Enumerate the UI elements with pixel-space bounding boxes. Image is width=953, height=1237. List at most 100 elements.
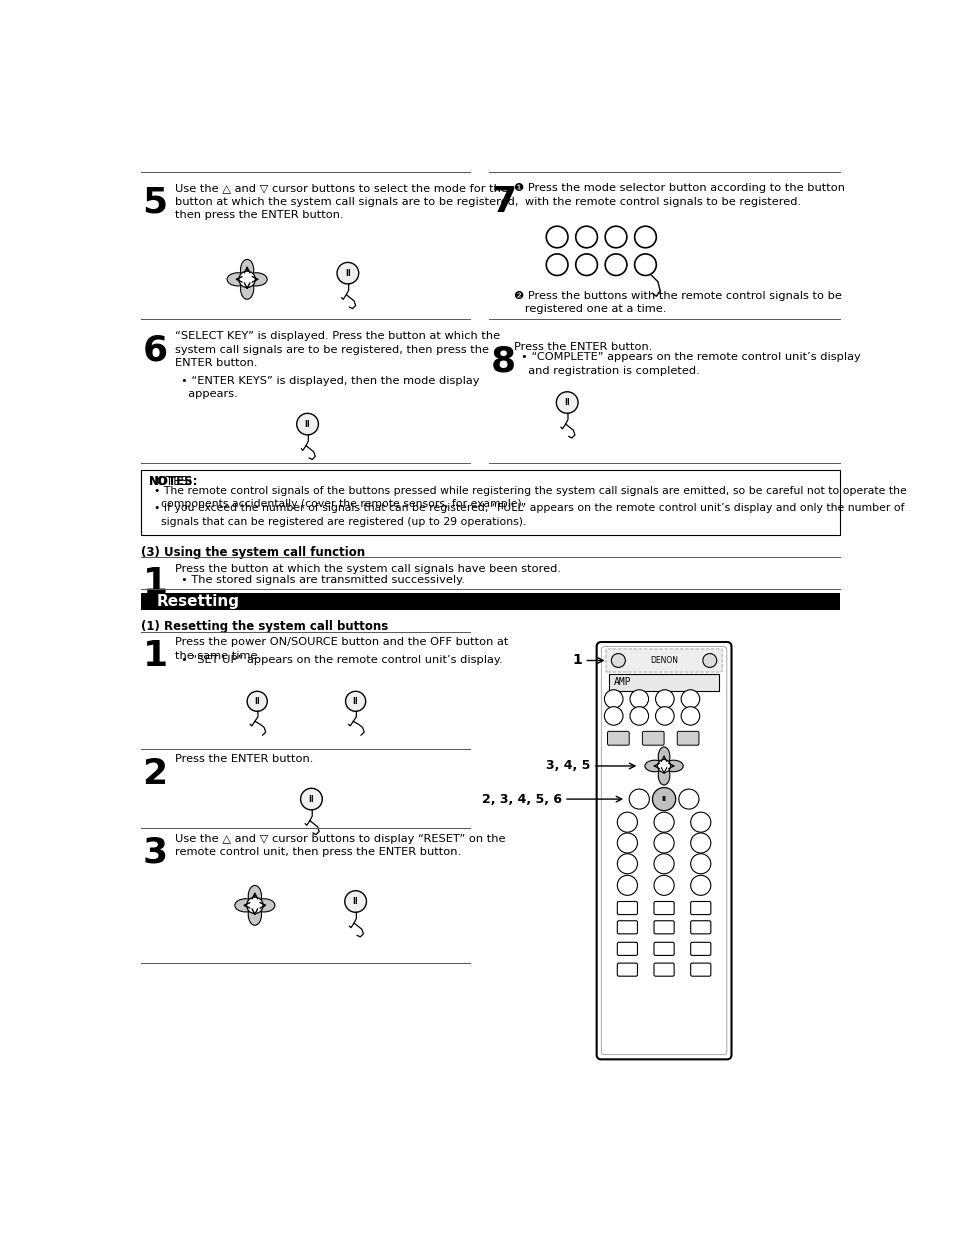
FancyBboxPatch shape	[617, 943, 637, 955]
Text: 6: 6	[142, 333, 168, 367]
Ellipse shape	[644, 761, 664, 772]
Circle shape	[556, 392, 578, 413]
Circle shape	[611, 653, 624, 668]
FancyBboxPatch shape	[605, 649, 721, 672]
Circle shape	[655, 706, 674, 725]
Text: ❷ Press the buttons with the remote control signals to be
   registered one at a: ❷ Press the buttons with the remote cont…	[514, 291, 841, 314]
Circle shape	[657, 760, 670, 772]
Circle shape	[617, 833, 637, 854]
FancyBboxPatch shape	[654, 943, 674, 955]
Text: 1: 1	[572, 653, 581, 668]
Circle shape	[634, 226, 656, 247]
Circle shape	[546, 254, 567, 276]
Text: II: II	[254, 696, 260, 706]
Circle shape	[604, 690, 622, 709]
Text: II: II	[353, 897, 358, 905]
Circle shape	[296, 413, 318, 435]
Text: • The stored signals are transmitted successively.: • The stored signals are transmitted suc…	[181, 575, 465, 585]
Circle shape	[575, 254, 597, 276]
FancyBboxPatch shape	[641, 731, 663, 745]
Text: II: II	[304, 419, 310, 428]
Ellipse shape	[234, 899, 256, 912]
Text: II: II	[564, 398, 570, 407]
Circle shape	[604, 254, 626, 276]
Circle shape	[629, 789, 649, 809]
Circle shape	[654, 876, 674, 896]
Circle shape	[247, 897, 263, 914]
Text: 3, 4, 5: 3, 4, 5	[545, 760, 590, 772]
FancyBboxPatch shape	[617, 920, 637, 934]
Text: II: II	[353, 696, 358, 706]
Circle shape	[679, 789, 699, 809]
Circle shape	[654, 813, 674, 833]
Text: • The remote control signals of the buttons pressed while registering the system: • The remote control signals of the butt…	[154, 486, 906, 508]
Circle shape	[702, 653, 716, 668]
Text: Press the ENTER button.: Press the ENTER button.	[174, 755, 314, 764]
Ellipse shape	[248, 886, 261, 907]
Text: 1: 1	[142, 640, 168, 673]
Ellipse shape	[662, 761, 682, 772]
Text: II: II	[345, 268, 351, 277]
Circle shape	[654, 833, 674, 854]
Text: 8: 8	[491, 345, 516, 379]
Circle shape	[655, 690, 674, 709]
Text: 2: 2	[142, 757, 168, 790]
Text: AMP: AMP	[613, 678, 631, 688]
Ellipse shape	[658, 747, 669, 767]
Circle shape	[247, 691, 267, 711]
Text: (1) Resetting the system call buttons: (1) Resetting the system call buttons	[141, 621, 388, 633]
Ellipse shape	[245, 272, 267, 286]
Circle shape	[690, 876, 710, 896]
Text: 5: 5	[142, 186, 168, 219]
FancyBboxPatch shape	[617, 902, 637, 914]
Circle shape	[654, 854, 674, 873]
Ellipse shape	[658, 766, 669, 785]
Text: Resetting: Resetting	[156, 594, 239, 610]
Text: NOTES:: NOTES:	[149, 475, 198, 487]
Circle shape	[604, 226, 626, 247]
FancyBboxPatch shape	[690, 920, 710, 934]
Circle shape	[546, 226, 567, 247]
FancyBboxPatch shape	[596, 642, 731, 1059]
Circle shape	[690, 813, 710, 833]
FancyBboxPatch shape	[654, 920, 674, 934]
Text: ❶ Press the mode selector button according to the button
   with the remote cont: ❶ Press the mode selector button accordi…	[514, 183, 844, 207]
Circle shape	[680, 690, 699, 709]
Text: Use the △ and ▽ cursor buttons to select the mode for the
button at which the sy: Use the △ and ▽ cursor buttons to select…	[174, 183, 518, 220]
Circle shape	[690, 833, 710, 854]
Ellipse shape	[240, 277, 253, 299]
Bar	[141, 593, 840, 610]
Text: 7: 7	[491, 186, 516, 219]
Text: II: II	[660, 797, 666, 802]
Circle shape	[300, 788, 322, 810]
Text: Press the button at which the system call signals have been stored.: Press the button at which the system cal…	[174, 564, 560, 574]
Circle shape	[629, 690, 648, 709]
Text: 1: 1	[142, 565, 168, 600]
Text: Use the △ and ▽ cursor buttons to display “RESET” on the
remote control unit, th: Use the △ and ▽ cursor buttons to displa…	[174, 834, 505, 857]
Circle shape	[617, 813, 637, 833]
Circle shape	[344, 891, 366, 912]
Circle shape	[690, 854, 710, 873]
Circle shape	[604, 706, 622, 725]
Text: “SELECT KEY” is displayed. Press the button at which the
system call signals are: “SELECT KEY” is displayed. Press the but…	[174, 332, 499, 369]
FancyBboxPatch shape	[690, 943, 710, 955]
Circle shape	[634, 254, 656, 276]
Circle shape	[617, 854, 637, 873]
Bar	[608, 674, 719, 691]
Text: 2, 3, 4, 5, 6: 2, 3, 4, 5, 6	[481, 793, 561, 805]
Ellipse shape	[253, 899, 274, 912]
Text: (3) Using the system call function: (3) Using the system call function	[141, 546, 365, 559]
FancyBboxPatch shape	[607, 731, 629, 745]
Text: • If you exceed the number of signals that can be registered, “FULL” appears on : • If you exceed the number of signals th…	[154, 503, 903, 527]
Circle shape	[617, 876, 637, 896]
FancyBboxPatch shape	[617, 964, 637, 976]
Circle shape	[575, 226, 597, 247]
Text: • “COMPLETE” appears on the remote control unit’s display
  and registration is : • “COMPLETE” appears on the remote contr…	[520, 353, 860, 376]
Circle shape	[238, 271, 255, 287]
Circle shape	[680, 706, 699, 725]
Circle shape	[652, 788, 675, 810]
Text: Press the ENTER button.: Press the ENTER button.	[514, 343, 652, 353]
Text: 3: 3	[142, 835, 168, 870]
Text: II: II	[308, 794, 314, 804]
Text: DENON: DENON	[649, 656, 678, 666]
